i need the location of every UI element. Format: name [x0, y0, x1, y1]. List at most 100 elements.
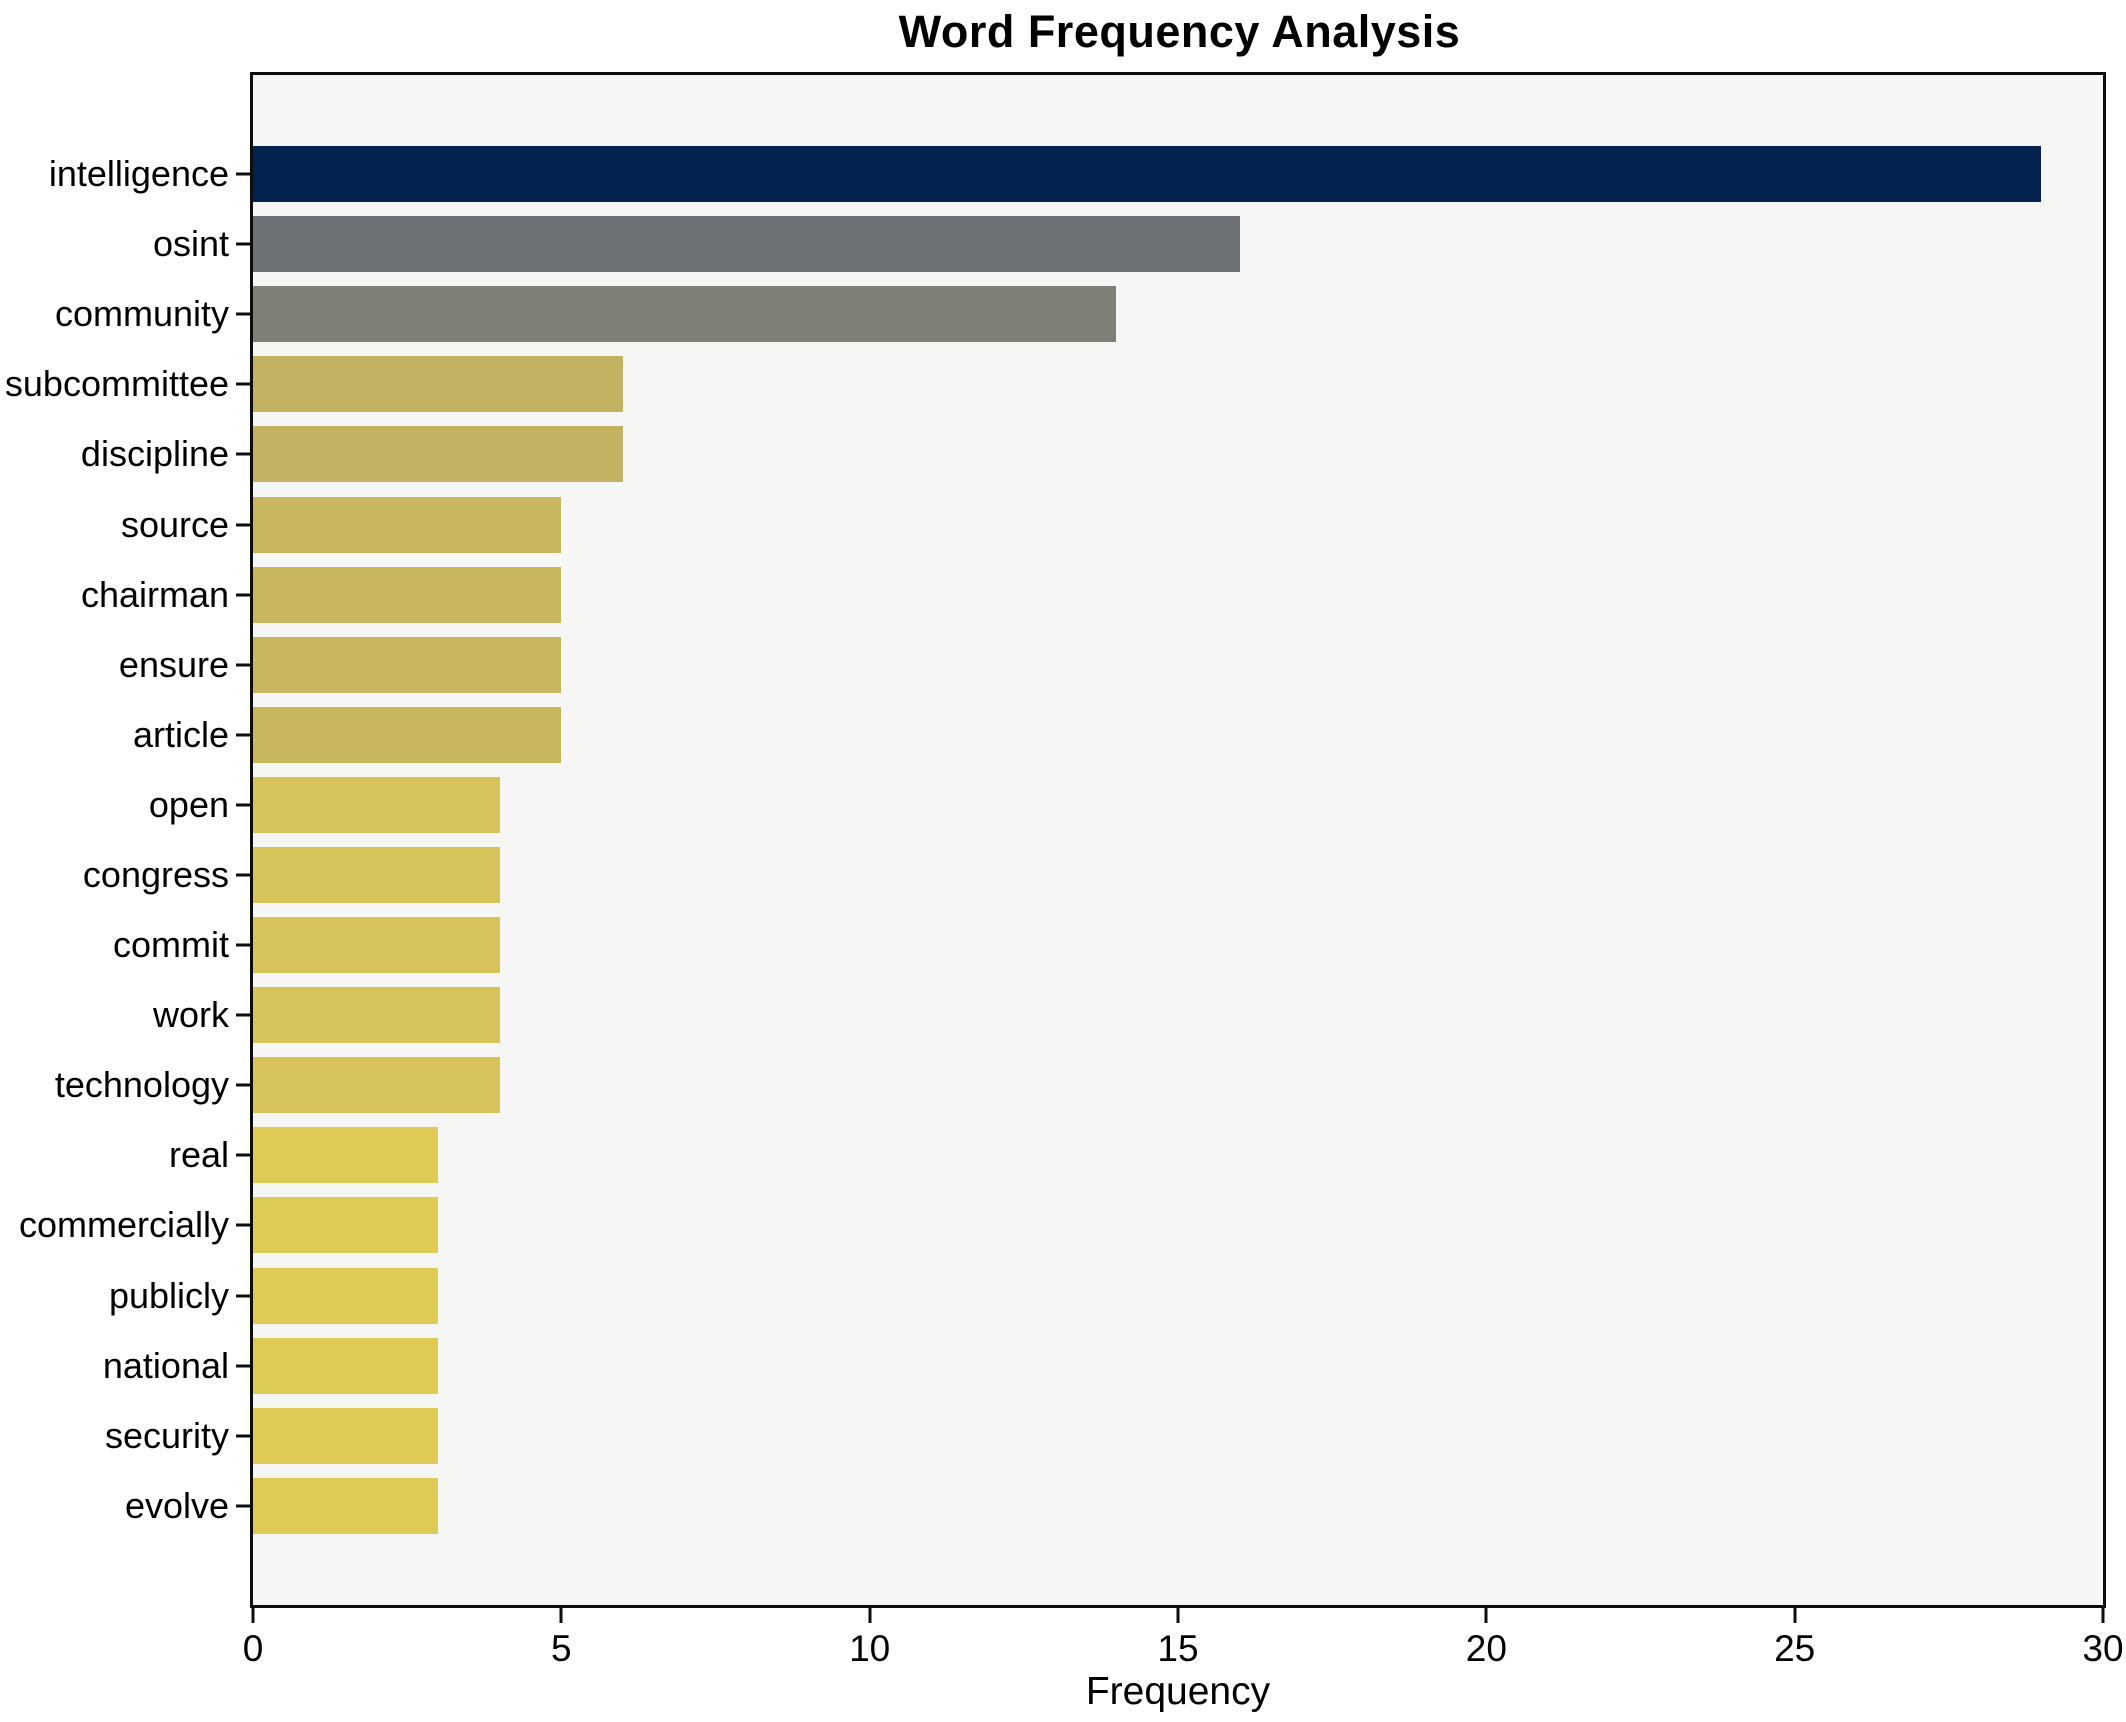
y-tick-label: community — [54, 293, 229, 335]
y-axis-tick — [236, 242, 253, 246]
y-axis-tick — [236, 1364, 253, 1368]
y-axis-tick — [236, 593, 253, 597]
bar-publicly — [253, 1267, 438, 1324]
x-tick-label: 20 — [1465, 1628, 1507, 1669]
y-tick-label: publicly — [108, 1274, 229, 1316]
y-axis-tick — [236, 1223, 253, 1227]
y-axis-tick — [236, 1013, 253, 1017]
bar-subcommittee — [253, 356, 623, 413]
y-tick-label: open — [148, 783, 229, 825]
x-axis-ticks: 0 5 10 15 20 25 30 — [243, 1608, 2124, 1672]
bar-intelligence — [253, 146, 2042, 203]
x-tick-label: 0 — [242, 1628, 264, 1669]
bar-row: security — [105, 1401, 2103, 1471]
y-tick-label: national — [102, 1344, 229, 1386]
y-axis-tick — [236, 873, 253, 877]
bar-ensure — [253, 636, 562, 693]
y-tick-label: article — [132, 713, 229, 755]
bar-technology — [253, 1057, 500, 1114]
y-tick-label: source — [120, 503, 229, 545]
y-axis-tick — [236, 382, 253, 386]
y-axis-tick — [236, 1294, 253, 1298]
y-axis-tick — [236, 1504, 253, 1508]
y-tick-label: technology — [54, 1064, 229, 1106]
bars-container: intelligence osint community subcommittee di… — [5, 75, 2103, 1605]
bar-row: evolve — [125, 1471, 2103, 1541]
x-tick-label: 15 — [1157, 1628, 1199, 1669]
bar-row: national — [103, 1331, 2103, 1401]
y-tick-label: ensure — [118, 643, 229, 685]
y-tick-label: chairman — [80, 573, 229, 615]
y-axis-tick — [236, 523, 253, 527]
bar-source — [253, 496, 562, 553]
bar-commit — [253, 917, 500, 974]
x-tick-label: 30 — [2082, 1628, 2124, 1669]
y-axis-tick — [236, 1153, 253, 1157]
bar-row: congress — [83, 840, 2103, 910]
y-tick-label: osint — [152, 223, 229, 265]
y-tick-label: commercially — [18, 1204, 229, 1246]
bar-row: article — [133, 700, 2103, 770]
bar-row: subcommittee — [5, 349, 2103, 419]
bar-row: osint — [153, 209, 2103, 279]
y-tick-label: intelligence — [48, 153, 229, 195]
y-tick-label: discipline — [80, 433, 229, 475]
x-axis-tick — [559, 1608, 563, 1623]
y-axis-tick — [236, 943, 253, 947]
bar-row: technology — [55, 1050, 2103, 1120]
bar-discipline — [253, 426, 623, 483]
bar-evolve — [253, 1477, 438, 1534]
y-axis-tick — [236, 452, 253, 456]
bar-row: community — [55, 279, 2103, 349]
plot-area: intelligence osint community subcommittee di… — [5, 72, 2106, 1608]
x-axis-tick — [1176, 1608, 1180, 1623]
y-tick-label: congress — [82, 853, 229, 895]
bar-chairman — [253, 566, 562, 623]
y-axis-tick — [236, 663, 253, 667]
x-axis-label: Frequency — [1085, 1670, 1271, 1713]
bar-row: commit — [113, 910, 2103, 980]
y-axis-tick — [236, 1434, 253, 1438]
chart-title: Word Frequency Analysis — [898, 6, 1461, 57]
x-axis-tick — [251, 1608, 255, 1623]
bar-security — [253, 1407, 438, 1464]
bar-row: discipline — [81, 419, 2103, 489]
bar-open — [253, 776, 500, 833]
x-axis-tick — [1793, 1608, 1797, 1623]
bar-row: publicly — [109, 1261, 2103, 1331]
bar-congress — [253, 846, 500, 903]
bar-row: commercially — [19, 1190, 2103, 1260]
y-axis-tick — [236, 1083, 253, 1087]
bar-row: source — [121, 489, 2103, 559]
bar-row: intelligence — [49, 139, 2103, 209]
y-axis-tick — [236, 733, 253, 737]
x-tick-label: 10 — [849, 1628, 891, 1669]
y-tick-label: commit — [113, 924, 229, 966]
bar-row: chairman — [81, 560, 2103, 630]
y-tick-label: evolve — [124, 1484, 229, 1526]
y-tick-label: work — [152, 994, 229, 1036]
y-axis-tick — [236, 312, 253, 316]
bar-row: open — [149, 770, 2103, 840]
y-tick-label: subcommittee — [4, 363, 229, 405]
y-axis-tick — [236, 172, 253, 176]
x-axis-tick — [868, 1608, 872, 1623]
bar-community — [253, 286, 1117, 343]
bar-national — [253, 1337, 438, 1394]
x-tick-label: 5 — [551, 1628, 572, 1669]
bar-osint — [253, 216, 1240, 273]
bar-row: work — [153, 980, 2103, 1050]
x-tick-label: 25 — [1774, 1628, 1816, 1669]
y-tick-label: security — [104, 1414, 229, 1456]
x-axis-tick — [2101, 1608, 2105, 1623]
bar-row: ensure — [119, 630, 2103, 700]
bar-row: real — [169, 1120, 2103, 1190]
bar-work — [253, 987, 500, 1044]
bar-commercially — [253, 1197, 438, 1254]
bar-article — [253, 706, 562, 763]
x-axis-tick — [1484, 1608, 1488, 1623]
y-tick-label: real — [168, 1134, 229, 1176]
bar-real — [253, 1127, 438, 1184]
y-axis-tick — [236, 803, 253, 807]
